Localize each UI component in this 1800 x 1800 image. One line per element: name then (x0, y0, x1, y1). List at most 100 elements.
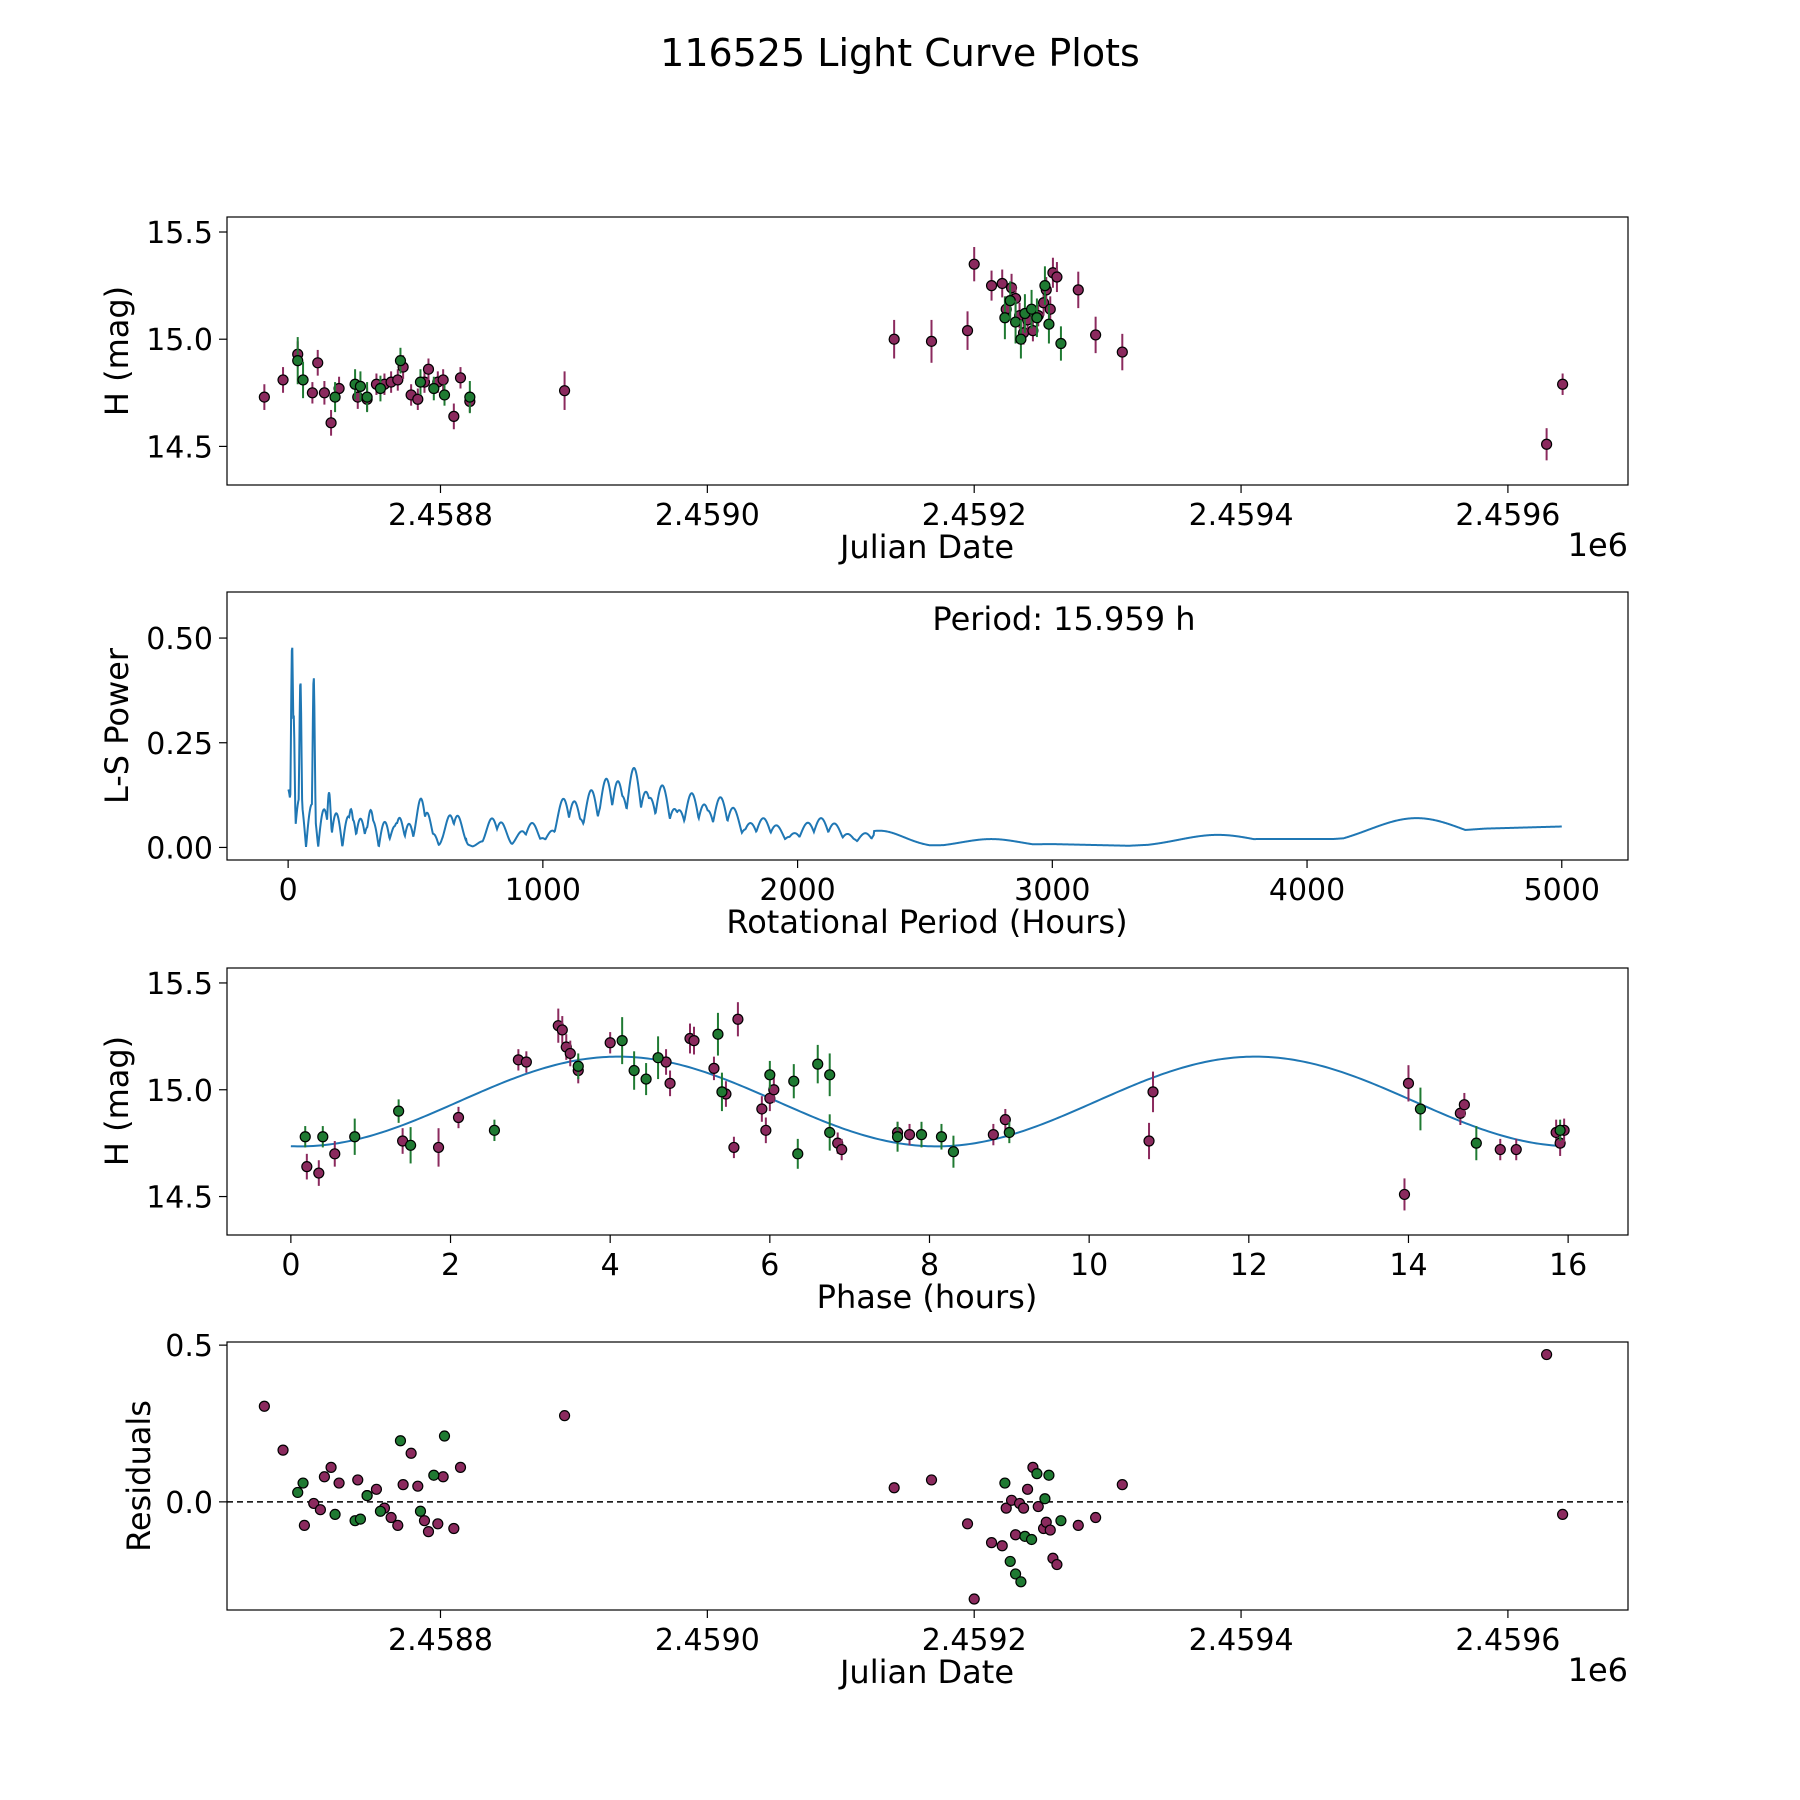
phased-xtick-label: 4 (601, 1248, 620, 1283)
phased-data-point (915, 1129, 928, 1141)
residuals-data-point (1015, 1576, 1027, 1588)
residuals-data-point (405, 1447, 417, 1459)
residuals-data-point (1017, 1502, 1030, 1514)
residuals-data-point (277, 1444, 289, 1456)
residuals-xticks: 2.4588 2.4590 2.4592 2.4594 2.4596 (388, 1610, 1560, 1658)
phased-data-point (564, 1047, 576, 1060)
residuals-data-point (1032, 1500, 1044, 1513)
lightcurve-data-point (968, 258, 980, 270)
residuals-data-point (437, 1471, 449, 1483)
lightcurve-xtick-label: 2.4592 (922, 498, 1027, 533)
phased-data-point (792, 1148, 804, 1160)
lightcurve-data-point (1116, 346, 1128, 358)
residuals-data-point (258, 1400, 270, 1412)
phased-data-point (903, 1129, 916, 1141)
residuals-data-point (1004, 1555, 1016, 1568)
phased-fit-curve (290, 1055, 1565, 1148)
residuals-data-point (1009, 1568, 1022, 1580)
lightcurve-ytick-label: 15.5 (146, 216, 213, 251)
periodogram-xtick-label: 5000 (1524, 873, 1600, 908)
periodogram-ytick-label: 0.25 (146, 727, 213, 762)
periodogram-xtick-label: 1000 (505, 873, 581, 908)
phased-data-point (891, 1131, 904, 1143)
lightcurve-data-point (1031, 312, 1043, 324)
periodogram-xtick-label: 4000 (1269, 873, 1345, 908)
phased-data-point (317, 1131, 329, 1143)
phased-data-point (1143, 1135, 1155, 1147)
lightcurve-panel: 2.4588 2.4590 2.4592 2.4594 2.4596 14.515.01… (98, 216, 1629, 566)
residuals-ylabel: Residuals (120, 1400, 158, 1552)
residuals-data-point (438, 1430, 451, 1442)
phased-data-point (935, 1131, 948, 1143)
residuals-data-point (999, 1477, 1011, 1489)
lightcurve-frame (226, 216, 1629, 486)
residuals-data-point (961, 1518, 974, 1530)
phased-data-point (1414, 1103, 1427, 1115)
lightcurve-data-point (329, 391, 341, 403)
phased-data-point (432, 1141, 445, 1154)
lightcurve-data-point (312, 357, 324, 369)
lightcurve-data-point (354, 380, 367, 392)
phased-ytick-label: 14.5 (146, 1181, 213, 1216)
lightcurve-data-point (306, 387, 318, 399)
residuals-data-point (1031, 1468, 1043, 1480)
periodogram-yticks: 0.00 0.25 0.50 (146, 622, 227, 866)
lightcurve-data-point (1072, 284, 1084, 296)
phased-data-point (664, 1077, 676, 1089)
phased-data-point (1510, 1143, 1522, 1156)
phased-data-point (788, 1075, 800, 1087)
residuals-data-point (318, 1471, 331, 1483)
residuals-data-point (985, 1537, 998, 1549)
lightcurve-xlabel: Julian Date (838, 528, 1014, 566)
lightcurve-data-point (297, 374, 309, 386)
lightcurve-data-point (1039, 280, 1051, 292)
phased-data-point (732, 1013, 744, 1025)
residuals-data-point (308, 1497, 320, 1510)
lightcurve-data-point (1055, 337, 1067, 350)
phased-data-point (999, 1114, 1011, 1126)
phased-data-point (299, 1131, 311, 1143)
lightcurve-data-point (1015, 333, 1027, 345)
lightcurve-data-point (392, 374, 404, 386)
residuals-data-point (1021, 1483, 1034, 1495)
phased-xtick-label: 10 (1070, 1248, 1108, 1283)
phased-data-point (768, 1084, 780, 1096)
phased-xtick-label: 14 (1389, 1248, 1427, 1283)
lightcurve-yticks: 14.5 15.0 15.5 (146, 216, 227, 465)
periodogram-xtick-label: 0 (279, 873, 298, 908)
lightcurve-data-point (428, 382, 440, 395)
residuals-data-point (428, 1469, 440, 1481)
phased-data-point (764, 1069, 776, 1081)
periodogram-frame (226, 591, 1629, 861)
residuals-data-point (1039, 1493, 1051, 1505)
residuals-offset-label: 1e6 (1568, 1651, 1628, 1689)
phased-data-point (1494, 1143, 1506, 1156)
lightcurve-data-point (558, 385, 571, 397)
residuals-data-point (996, 1540, 1008, 1552)
lightcurve-marks (258, 247, 1569, 461)
phased-data-point (824, 1069, 836, 1081)
residuals-data-point (354, 1513, 367, 1525)
residuals-ytick-label: 0.0 (165, 1486, 213, 1521)
residuals-xtick-label: 2.4588 (388, 1623, 493, 1658)
phased-data-point (452, 1111, 465, 1124)
lightcurve-data-point (422, 363, 435, 375)
phased-data-point (616, 1035, 628, 1047)
phased-xtick-label: 6 (760, 1248, 779, 1283)
residuals-xtick-label: 2.4590 (655, 1623, 760, 1658)
periodogram-line (287, 647, 1562, 848)
residuals-data-point (333, 1477, 345, 1489)
phased-xtick-label: 2 (441, 1248, 460, 1283)
lightcurve-data-point (925, 335, 938, 347)
lightcurve-data-point (1009, 316, 1022, 328)
residuals-data-point (418, 1515, 431, 1527)
lightcurve-data-point (412, 393, 424, 405)
phased-ytick-label: 15.5 (146, 967, 213, 1002)
residuals-data-point (888, 1482, 900, 1494)
lightcurve-data-point (325, 417, 337, 429)
phased-data-point (488, 1124, 501, 1136)
phased-data-point (1003, 1126, 1015, 1139)
lightcurve-xtick-label: 2.4596 (1455, 498, 1560, 533)
lightcurve-data-point (464, 391, 476, 403)
